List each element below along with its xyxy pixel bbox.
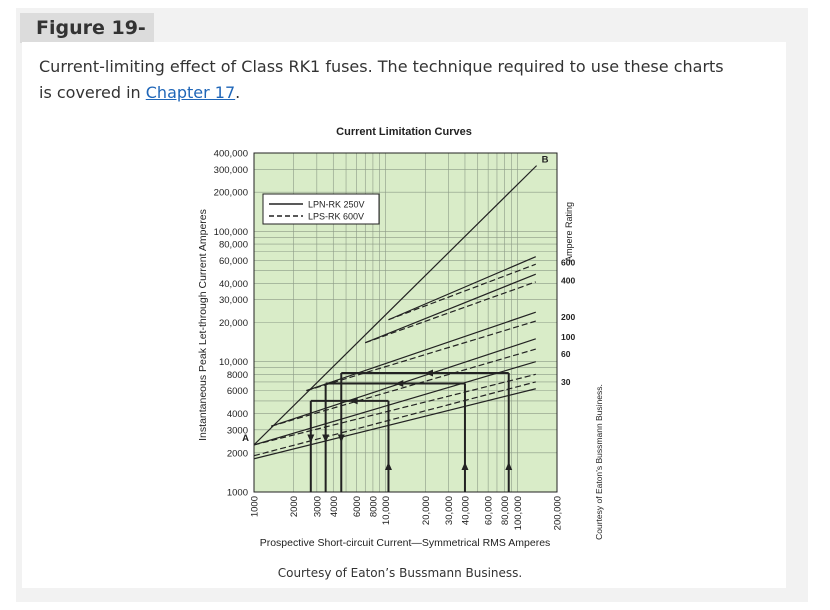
y-tick-label: 300,000 (214, 165, 248, 176)
down-arrow (307, 434, 315, 443)
x-tick-label: 10,000 (381, 496, 392, 525)
x-tick-label: 80,000 (500, 496, 511, 525)
caption-end: . (235, 83, 241, 102)
x-tick-label: 6000 (352, 496, 363, 517)
y-tick-label: 6000 (227, 386, 248, 397)
series-line (253, 373, 536, 446)
y-tick-label: 1000 (227, 488, 248, 499)
y-tick-label: 30,000 (219, 295, 248, 306)
y-axis-label: Instantaneous Peak Let-through Current A… (197, 209, 209, 441)
y-tick-label: 3000 (227, 425, 248, 436)
x-tick-label: 8000 (368, 496, 379, 517)
x-tick-label: 60,000 (484, 496, 495, 525)
legend-entry-label: LPS-RK 600V (308, 212, 364, 222)
series-line (270, 338, 536, 427)
down-arrow (322, 434, 330, 443)
figure-caption: Current-limiting effect of Class RK1 fus… (39, 54, 739, 106)
series-line (306, 320, 536, 392)
point-b-label: B (542, 155, 549, 166)
x-axis-label: Prospective Short-circuit Current—Symmet… (260, 537, 551, 549)
x-tick-label: 20,000 (421, 496, 432, 525)
x-tick-label: 30,000 (444, 496, 455, 525)
series-line (253, 381, 536, 457)
legend: LPN-RK 250V LPS-RK 600V (262, 193, 380, 225)
x-tick-label: 1000 (250, 496, 261, 517)
up-arrow (505, 462, 513, 470)
chart-title: Current Limitation Curves (336, 126, 472, 138)
series-line (365, 273, 537, 344)
y-tick-label: 20,000 (219, 318, 248, 329)
ampere-rating-title: Ampere Rating (564, 202, 574, 262)
y-tick-label: 60,000 (219, 256, 248, 267)
ampere-rating-label: 200 (561, 312, 575, 322)
left-arrow (425, 369, 434, 377)
series-line (253, 388, 536, 460)
down-arrow (337, 434, 345, 443)
y-tick-label: 100,000 (214, 227, 248, 238)
x-tick-label: 2000 (289, 496, 300, 517)
up-arrow (461, 462, 469, 470)
ampere-rating-label: 400 (561, 276, 575, 286)
series-line (270, 348, 536, 427)
y-tick-label: 8000 (227, 370, 248, 381)
legend-box (262, 193, 380, 225)
ampere-rating-label: 60 (561, 349, 571, 359)
left-arrow (349, 397, 358, 405)
y-tick-label: 400,000 (214, 149, 248, 160)
y-tick-label: 2000 (227, 448, 248, 459)
left-arrow (395, 380, 404, 388)
side-courtesy-note: Courtesy of Eaton’s Bussmann Business. (594, 384, 604, 540)
x-tick-label: 40,000 (460, 496, 471, 525)
series-line (388, 263, 536, 321)
legend-entry-label: LPN-RK 250V (308, 200, 365, 210)
y-tick-label: 80,000 (219, 240, 248, 251)
y-tick-label: 4000 (227, 409, 248, 420)
ampere-rating-label: 30 (561, 377, 571, 387)
ampere-rating-label: 100 (561, 332, 575, 342)
y-tick-label: 40,000 (219, 279, 248, 290)
x-tick-label: 4000 (329, 496, 340, 517)
series-line (388, 256, 537, 321)
series-line (253, 361, 536, 446)
series-line (365, 281, 536, 344)
chapter-link[interactable]: Chapter 17 (145, 83, 236, 102)
up-arrow (384, 462, 392, 470)
figure-label: Figure 19-2 (20, 13, 154, 69)
x-tick-label: 100,000 (513, 496, 524, 530)
point-a-label: A (242, 433, 249, 444)
y-tick-label: 200,000 (214, 188, 248, 199)
caption-text: Current-limiting effect of Class RK1 fus… (39, 57, 724, 102)
figure-courtesy: Courtesy of Eaton’s Bussmann Business. (277, 566, 523, 580)
plot-border (253, 152, 558, 493)
y-tick-label: 10,000 (219, 357, 248, 368)
series-line (306, 311, 536, 392)
x-tick-label: 200,000 (553, 496, 564, 530)
line-a-to-b (253, 165, 538, 446)
ampere-rating-label: 600 (561, 257, 575, 267)
x-tick-label: 3000 (312, 496, 323, 517)
